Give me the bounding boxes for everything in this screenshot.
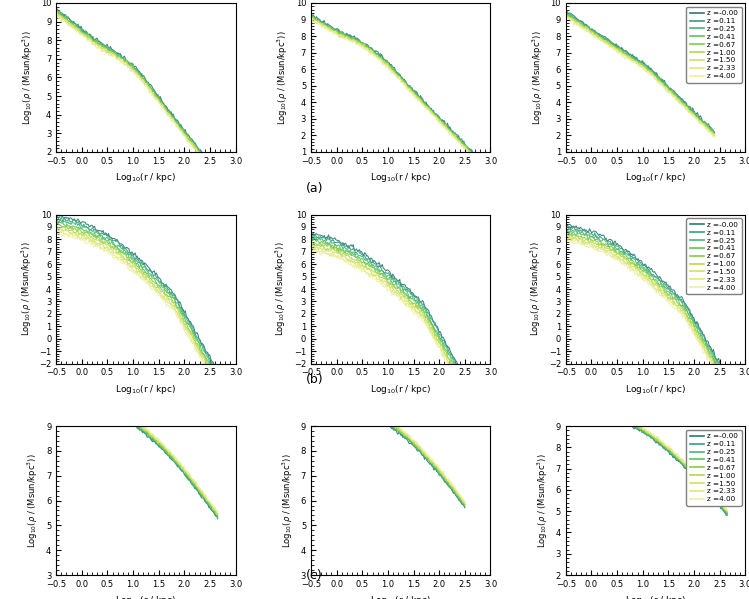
X-axis label: Log$_{10}$(r / kpc): Log$_{10}$(r / kpc) [370, 594, 431, 599]
X-axis label: Log$_{10}$(r / kpc): Log$_{10}$(r / kpc) [115, 594, 177, 599]
Text: (b): (b) [306, 373, 324, 386]
X-axis label: Log$_{10}$(r / kpc): Log$_{10}$(r / kpc) [115, 171, 177, 184]
Y-axis label: Log$_{10}$($\rho$ / (Msun/kpc$^3$)): Log$_{10}$($\rho$ / (Msun/kpc$^3$)) [19, 242, 34, 336]
Y-axis label: Log$_{10}$($\rho$ / (Msun/kpc$^3$)): Log$_{10}$($\rho$ / (Msun/kpc$^3$)) [529, 242, 543, 336]
Y-axis label: Log$_{10}$($\rho$ / (Msun/kpc$^3$)): Log$_{10}$($\rho$ / (Msun/kpc$^3$)) [26, 453, 40, 548]
Legend: z =-0.00, z =0.11, z =0.25, z =0.41, z =0.67, z =1.00, z =1.50, z =2.33, z =4.00: z =-0.00, z =0.11, z =0.25, z =0.41, z =… [686, 7, 742, 83]
Y-axis label: Log$_{10}$($\rho$ / (Msun/kpc$^3$)): Log$_{10}$($\rho$ / (Msun/kpc$^3$)) [274, 242, 288, 336]
X-axis label: Log$_{10}$(r / kpc): Log$_{10}$(r / kpc) [370, 383, 431, 396]
Text: (a): (a) [306, 181, 324, 195]
Y-axis label: Log$_{10}$($\rho$ / (Msun/kpc$^3$)): Log$_{10}$($\rho$ / (Msun/kpc$^3$)) [536, 453, 550, 548]
X-axis label: Log$_{10}$(r / kpc): Log$_{10}$(r / kpc) [625, 171, 686, 184]
Y-axis label: Log$_{10}$($\rho$ / (Msun/kpc$^3$)): Log$_{10}$($\rho$ / (Msun/kpc$^3$)) [281, 453, 295, 548]
X-axis label: Log$_{10}$(r / kpc): Log$_{10}$(r / kpc) [625, 383, 686, 396]
X-axis label: Log$_{10}$(r / kpc): Log$_{10}$(r / kpc) [115, 383, 177, 396]
Y-axis label: Log$_{10}$($\rho$ / (Msun/kpc$^3$)): Log$_{10}$($\rho$ / (Msun/kpc$^3$)) [21, 30, 35, 125]
Legend: z =-0.00, z =0.11, z =0.25, z =0.41, z =0.67, z =1.00, z =1.50, z =2.33, z =4.00: z =-0.00, z =0.11, z =0.25, z =0.41, z =… [686, 429, 742, 506]
X-axis label: Log$_{10}$(r / kpc): Log$_{10}$(r / kpc) [625, 594, 686, 599]
Y-axis label: Log$_{10}$($\rho$ / (Msun/kpc$^3$)): Log$_{10}$($\rho$ / (Msun/kpc$^3$)) [276, 30, 290, 125]
X-axis label: Log$_{10}$(r / kpc): Log$_{10}$(r / kpc) [370, 171, 431, 184]
Text: (c): (c) [306, 569, 323, 582]
Y-axis label: Log$_{10}$($\rho$ / (Msun/kpc$^3$)): Log$_{10}$($\rho$ / (Msun/kpc$^3$)) [530, 30, 545, 125]
Legend: z =-0.00, z =0.11, z =0.25, z =0.41, z =0.67, z =1.00, z =1.50, z =2.33, z =4.00: z =-0.00, z =0.11, z =0.25, z =0.41, z =… [686, 218, 742, 294]
